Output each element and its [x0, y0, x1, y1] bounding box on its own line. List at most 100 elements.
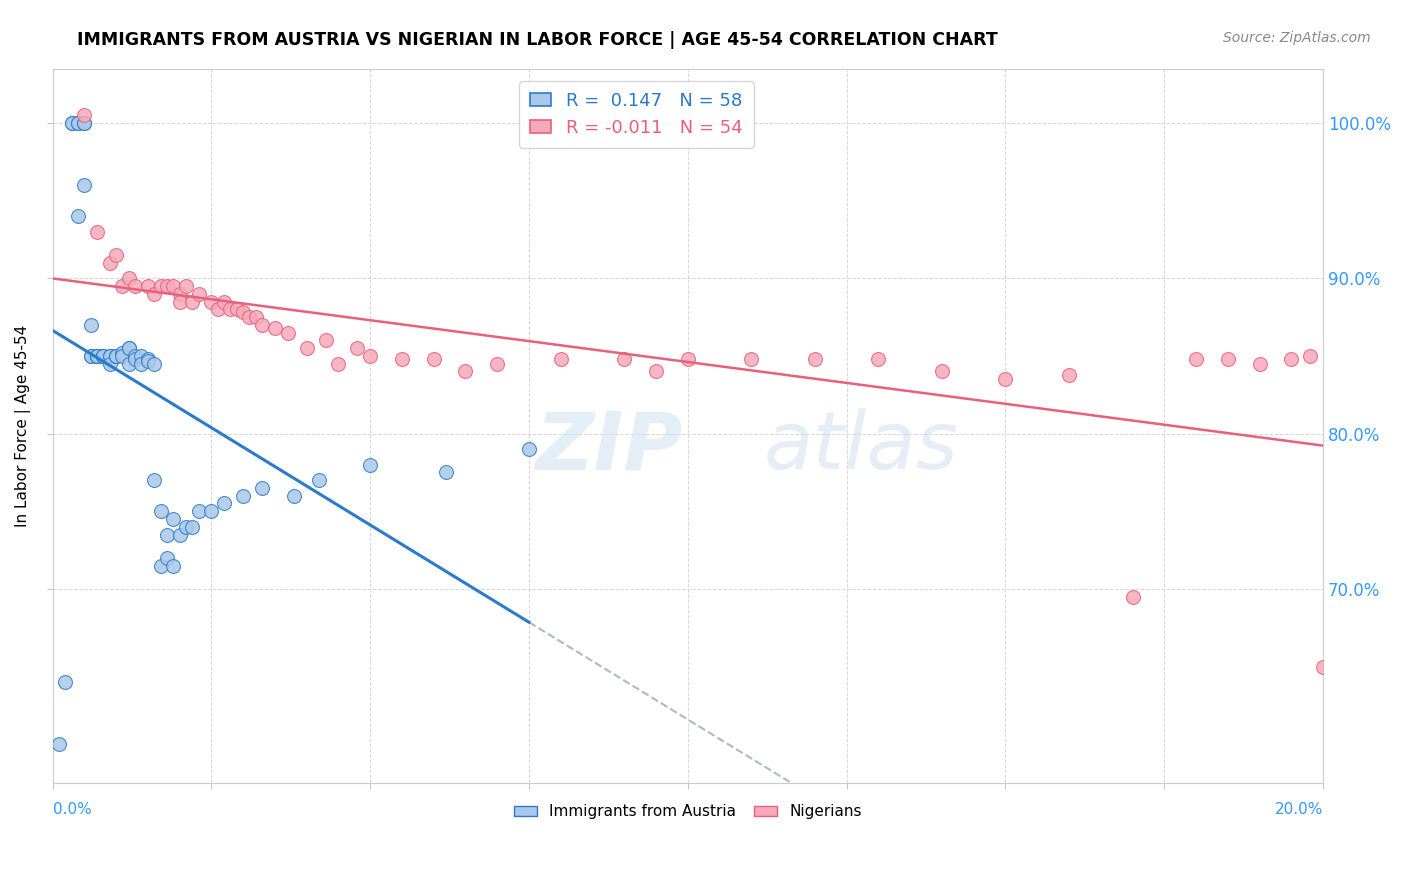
Point: [391, 351, 413, 366]
Point: [98, 349, 121, 363]
Point: [264, 321, 287, 335]
Point: [98, 255, 121, 269]
Point: [149, 279, 172, 293]
Point: [613, 351, 636, 366]
Point: [79, 349, 101, 363]
Point: [346, 341, 368, 355]
Point: [219, 302, 242, 317]
Point: [931, 364, 953, 378]
Point: [232, 305, 254, 319]
Text: IMMIGRANTS FROM AUSTRIA VS NIGERIAN IN LABOR FORCE | AGE 45-54 CORRELATION CHART: IMMIGRANTS FROM AUSTRIA VS NIGERIAN IN L…: [77, 31, 998, 49]
Point: [60, 116, 83, 130]
Point: [136, 351, 159, 366]
Legend: Immigrants from Austria, Nigerians: Immigrants from Austria, Nigerians: [508, 798, 868, 825]
Point: [73, 108, 96, 122]
Point: [645, 364, 668, 378]
Point: [111, 349, 134, 363]
Point: [200, 294, 222, 309]
Point: [124, 349, 146, 363]
Point: [1185, 351, 1208, 366]
Point: [169, 294, 191, 309]
Point: [174, 279, 197, 293]
Point: [66, 116, 89, 130]
Point: [105, 349, 128, 363]
Point: [143, 357, 166, 371]
Point: [73, 116, 96, 130]
Point: [359, 349, 381, 363]
Point: [131, 349, 153, 363]
Point: [486, 357, 509, 371]
Text: 20.0%: 20.0%: [1275, 802, 1323, 817]
Point: [73, 178, 96, 192]
Point: [868, 351, 890, 366]
Point: [436, 466, 458, 480]
Point: [118, 341, 141, 355]
Point: [111, 345, 134, 359]
Y-axis label: In Labor Force | Age 45-54: In Labor Force | Age 45-54: [15, 325, 31, 527]
Point: [118, 341, 141, 355]
Point: [517, 442, 540, 456]
Point: [156, 550, 179, 565]
Text: ZIP: ZIP: [536, 409, 683, 486]
Point: [1312, 659, 1334, 673]
Point: [86, 349, 108, 363]
Point: [232, 489, 254, 503]
Point: [283, 489, 305, 503]
Point: [156, 279, 179, 293]
Point: [105, 349, 128, 363]
Point: [156, 527, 179, 541]
Point: [53, 675, 76, 690]
Point: [676, 351, 699, 366]
Point: [550, 351, 572, 366]
Point: [48, 737, 70, 751]
Point: [174, 520, 197, 534]
Point: [359, 458, 381, 472]
Text: Source: ZipAtlas.com: Source: ZipAtlas.com: [1223, 31, 1371, 45]
Point: [181, 520, 204, 534]
Text: 0.0%: 0.0%: [52, 802, 91, 817]
Point: [143, 473, 166, 487]
Point: [131, 357, 153, 371]
Point: [994, 372, 1017, 386]
Point: [162, 279, 184, 293]
Point: [118, 357, 141, 371]
Point: [454, 364, 477, 378]
Point: [250, 481, 273, 495]
Point: [169, 286, 191, 301]
Point: [1122, 590, 1144, 604]
Point: [1299, 349, 1322, 363]
Point: [1216, 351, 1239, 366]
Point: [250, 318, 273, 332]
Point: [73, 116, 96, 130]
Point: [740, 351, 762, 366]
Point: [1279, 351, 1302, 366]
Point: [169, 527, 191, 541]
Point: [212, 294, 235, 309]
Point: [98, 349, 121, 363]
Point: [98, 357, 121, 371]
Point: [315, 334, 337, 348]
Point: [422, 351, 444, 366]
Point: [118, 271, 141, 285]
Point: [66, 116, 89, 130]
Point: [149, 558, 172, 573]
Point: [60, 116, 83, 130]
Point: [207, 302, 229, 317]
Point: [277, 326, 299, 340]
Point: [149, 504, 172, 518]
Point: [225, 302, 247, 317]
Point: [105, 248, 128, 262]
Point: [187, 286, 209, 301]
Point: [124, 351, 146, 366]
Point: [162, 512, 184, 526]
Point: [111, 279, 134, 293]
Point: [238, 310, 260, 324]
Point: [93, 349, 115, 363]
Text: atlas: atlas: [763, 409, 959, 486]
Point: [1249, 357, 1271, 371]
Point: [86, 349, 108, 363]
Point: [1057, 368, 1080, 382]
Point: [66, 209, 89, 223]
Point: [86, 349, 108, 363]
Point: [328, 357, 350, 371]
